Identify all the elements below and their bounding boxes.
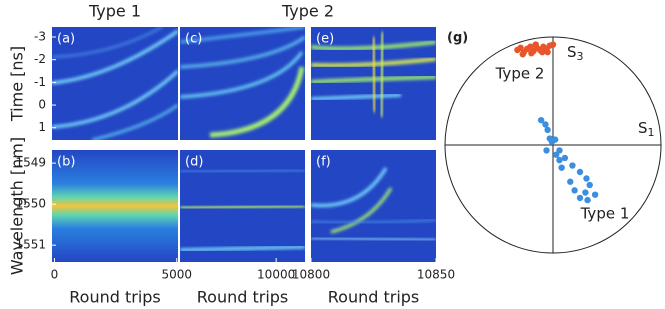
data-point [584, 196, 591, 204]
heatmap-feature [52, 69, 178, 129]
data-point [537, 116, 545, 124]
panel-label: (c) [185, 32, 202, 47]
data-point [528, 50, 535, 57]
y-tick-label: 0 [38, 98, 46, 112]
data-point [561, 154, 569, 162]
y-axis-label: Wavelength [nm] [8, 137, 27, 275]
heatmap-panel: (c) [180, 27, 305, 140]
x-tick-label: 10800 [292, 268, 330, 282]
data-point [571, 187, 578, 194]
axis-label-base: S [567, 43, 577, 61]
data-point [539, 48, 546, 56]
y-axis-label: Time [ns] [8, 46, 27, 122]
heatmap-feature [91, 103, 178, 140]
axis-label-sub: 3 [577, 50, 584, 63]
data-point [544, 126, 551, 134]
heatmap-panel: (d) [180, 150, 305, 262]
data-point [591, 191, 599, 198]
y-tick-label: -1 [34, 75, 46, 89]
heatmap-feature [311, 93, 402, 101]
y-tick-label: 1549 [15, 156, 46, 170]
panel-label: (d) [185, 155, 203, 170]
heatmap-feature [180, 35, 305, 69]
panel-label: (g) [447, 31, 468, 46]
data-point [532, 41, 539, 48]
heatmap-image [180, 27, 305, 140]
column-title: Type 2 [281, 2, 334, 21]
panel-label: (f) [316, 155, 331, 170]
heatmap-feature [52, 27, 163, 58]
x-tick-label: 10000 [257, 268, 295, 282]
heatmap-panel: (f) [311, 150, 436, 262]
heatmap-feature [311, 75, 436, 84]
heatmap-image [52, 27, 178, 140]
x-axis-label: Round trips [328, 288, 420, 307]
data-point [583, 175, 590, 182]
heatmap-feature [180, 245, 305, 252]
panel-label: (a) [57, 32, 75, 47]
series-label: Type 2 [495, 65, 545, 83]
heatmap-feature [209, 66, 305, 138]
data-point [558, 164, 565, 171]
axis-label-sub: 1 [648, 126, 655, 139]
data-point [542, 121, 549, 128]
heatmap-feature [311, 40, 436, 51]
heatmap-feature [371, 36, 377, 113]
heatmap-feature [52, 29, 178, 85]
data-point [586, 181, 593, 189]
y-tick-label: 1 [38, 120, 46, 134]
x-tick-label: 5000 [162, 268, 193, 282]
axis-label-base: S [638, 119, 648, 137]
y-tick-label: -2 [34, 52, 46, 66]
heatmap-background [180, 27, 305, 140]
heatmap-image [311, 27, 436, 140]
heatmap-feature [311, 236, 436, 242]
heatmap-feature [311, 219, 436, 224]
y-tick-label: 1550 [15, 197, 46, 211]
data-point [556, 156, 563, 164]
data-point [548, 138, 556, 145]
data-point [543, 147, 550, 154]
panel-label: (b) [57, 155, 75, 170]
heatmap-image [180, 150, 305, 262]
heatmap-panel: (a) [52, 27, 178, 140]
y-tick-label: -3 [34, 29, 46, 43]
heatmap-panel: (b) [52, 150, 178, 262]
heatmap-feature [180, 51, 304, 99]
heatmap-image [52, 150, 178, 262]
x-tick-label: 10850 [417, 268, 455, 282]
y-tick-label: 1551 [15, 238, 46, 252]
heatmap-panel: (e) [311, 27, 436, 140]
heatmap-feature [180, 204, 305, 210]
data-point [567, 178, 574, 185]
series-label: Type 1 [580, 205, 630, 223]
panel-label: (e) [316, 32, 334, 47]
heatmap-feature [311, 167, 388, 208]
x-axis-label: Round trips [197, 288, 289, 307]
x-tick-label: 0 [51, 268, 59, 282]
heatmap-feature [379, 31, 385, 118]
data-point [582, 189, 589, 196]
heatmap-feature [180, 27, 305, 44]
column-title: Type 1 [88, 2, 141, 21]
data-point [553, 151, 560, 158]
axis-label: S1 [638, 119, 655, 140]
data-point [576, 168, 584, 176]
data-point [576, 194, 584, 202]
axis-label: S3 [567, 43, 584, 64]
heatmap-feature [330, 187, 393, 234]
x-axis-label: Round trips [69, 288, 161, 307]
data-point [549, 41, 557, 48]
heatmap-feature [311, 57, 436, 68]
data-point [569, 162, 576, 169]
data-point [544, 48, 551, 56]
data-point [519, 51, 526, 58]
heatmap-image [311, 150, 436, 262]
heatmap-feature [180, 169, 305, 173]
heatmap-background [52, 150, 178, 262]
